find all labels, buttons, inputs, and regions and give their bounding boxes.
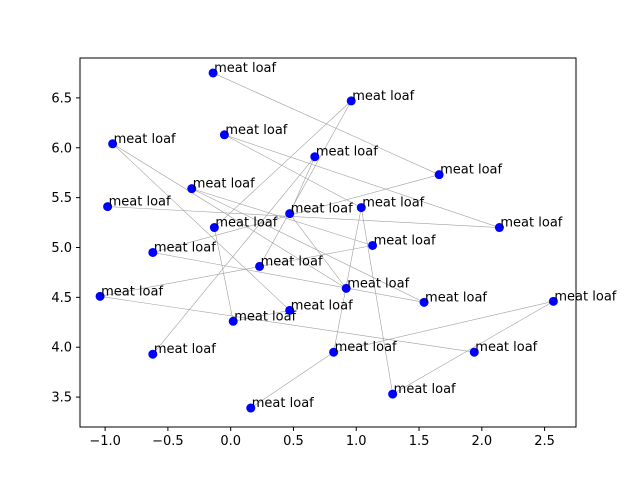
data-point: [255, 261, 265, 271]
y-tick-label: 4.5: [51, 291, 72, 306]
data-points: [95, 68, 558, 413]
data-point: [341, 283, 351, 293]
point-label: meat loaf: [316, 145, 378, 160]
point-label: meat loaf: [352, 89, 414, 104]
connection-line: [112, 143, 347, 289]
y-tick-label: 6.0: [51, 141, 72, 156]
data-point: [246, 403, 256, 413]
data-point: [95, 291, 105, 301]
x-tick-label: 1.5: [409, 434, 430, 449]
connection-line: [289, 213, 347, 289]
connection-line: [112, 143, 290, 311]
data-point: [469, 347, 479, 357]
data-point: [228, 316, 238, 326]
point-label: meat loaf: [475, 340, 537, 355]
data-point: [310, 152, 320, 162]
data-point: [187, 184, 197, 194]
point-labels: meat loaf meat loaf meat loaf meat loaf meat…: [101, 61, 617, 411]
point-label: meat loaf: [440, 163, 502, 178]
point-label: meat loaf: [374, 233, 436, 248]
connection-line: [259, 100, 352, 267]
connection-line: [100, 245, 373, 297]
y-tick-label: 4.0: [51, 341, 72, 356]
x-tick-label: 2.5: [534, 434, 555, 449]
x-tick-label: −1.0: [89, 434, 121, 449]
y-axis: 3.5 4.0 4.5 5.0 5.5 6.0 6.5: [51, 91, 80, 406]
point-label: meat loaf: [101, 284, 163, 299]
connection-line: [333, 301, 554, 353]
data-point: [356, 203, 366, 213]
connection-line: [214, 100, 352, 228]
point-label: meat loaf: [554, 289, 616, 304]
connection-line: [224, 134, 500, 228]
point-label: meat loaf: [291, 202, 353, 217]
connection-line: [152, 252, 425, 303]
point-label: meat loaf: [252, 396, 314, 411]
data-point: [208, 68, 218, 78]
x-tick-label: 0.5: [283, 434, 304, 449]
connection-line: [224, 134, 362, 208]
point-label: meat loaf: [362, 196, 424, 211]
connection-line: [333, 207, 362, 353]
connection-line: [233, 310, 290, 322]
point-label: meat loaf: [214, 61, 276, 76]
data-point: [548, 296, 558, 306]
point-label: meat loaf: [261, 254, 323, 269]
x-axis: −1.0 −0.5 0.0 0.5 1.0 1.5 2.0 2.5: [89, 427, 555, 449]
data-point: [368, 240, 378, 250]
data-point: [108, 139, 118, 149]
data-point: [148, 349, 158, 359]
data-point: [388, 389, 398, 399]
point-label: meat loaf: [500, 216, 562, 231]
connection-line: [152, 174, 440, 253]
x-tick-label: 1.0: [346, 434, 367, 449]
point-label: meat loaf: [193, 177, 255, 192]
data-point: [434, 170, 444, 180]
data-point: [103, 202, 113, 212]
data-point: [329, 347, 339, 357]
y-tick-label: 5.0: [51, 241, 72, 256]
data-point: [285, 305, 295, 315]
point-label: meat loaf: [347, 276, 409, 291]
y-tick-label: 5.5: [51, 191, 72, 206]
point-label: meat loaf: [114, 132, 176, 147]
y-tick-label: 3.5: [51, 391, 72, 406]
data-point: [346, 96, 356, 106]
connection-line: [191, 188, 425, 303]
point-label: meat loaf: [109, 195, 171, 210]
point-label: meat loaf: [394, 382, 456, 397]
axes-frame: [79, 57, 577, 428]
connection-line: [191, 188, 373, 246]
point-label: meat loaf: [154, 342, 216, 357]
point-label: meat loaf: [335, 340, 397, 355]
point-label: meat loaf: [154, 240, 216, 255]
x-tick-label: 2.0: [471, 434, 492, 449]
connection-line: [289, 156, 316, 214]
connection-lines: [100, 72, 554, 409]
data-point: [219, 130, 229, 140]
point-label: meat loaf: [215, 216, 277, 231]
connection-line: [360, 207, 393, 395]
connection-line: [392, 301, 554, 395]
point-label: meat loaf: [234, 309, 296, 324]
point-label: meat loaf: [425, 290, 487, 305]
y-tick-label: 6.5: [51, 91, 72, 106]
x-tick-label: 0.0: [220, 434, 241, 449]
connection-line: [100, 296, 475, 353]
data-point: [285, 209, 295, 219]
point-label: meat loaf: [225, 123, 287, 138]
data-point: [419, 297, 429, 307]
data-point: [148, 247, 158, 257]
point-label: meat loaf: [291, 298, 353, 313]
data-point: [209, 223, 219, 233]
connection-line: [152, 156, 316, 355]
connection-line: [214, 227, 234, 322]
connection-line: [250, 351, 334, 409]
x-tick-label: −0.5: [152, 434, 184, 449]
connection-line: [107, 206, 500, 228]
data-point: [494, 223, 504, 233]
